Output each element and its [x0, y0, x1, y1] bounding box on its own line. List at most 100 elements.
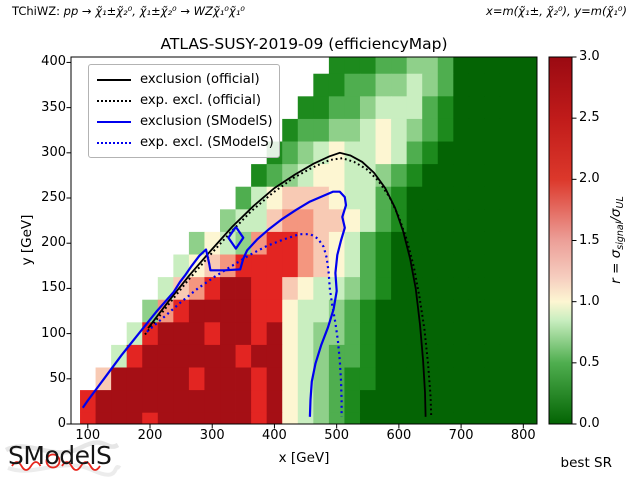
heatmap-cell	[391, 299, 408, 323]
heatmap-cell	[204, 231, 221, 255]
heatmap-cell	[391, 277, 408, 301]
heatmap-cell	[220, 299, 236, 323]
colorbar-label-sub1: signal	[615, 221, 626, 250]
heatmap-cell	[422, 118, 439, 142]
heatmap-cell	[437, 118, 454, 142]
heatmap-cell	[468, 412, 485, 424]
heatmap-cell	[484, 96, 501, 120]
heatmap-cell	[515, 141, 537, 165]
heatmap-cell	[251, 344, 268, 368]
heatmap-cell	[297, 412, 314, 424]
heatmap-cell	[499, 412, 516, 424]
smodels-logo-part2: o	[44, 441, 60, 470]
heatmap-cell	[406, 390, 423, 414]
heatmap-cell	[484, 344, 501, 368]
heatmap-cell	[437, 96, 454, 120]
heatmap-cell	[251, 164, 268, 188]
heatmap-cell	[359, 73, 376, 97]
heatmap-cell	[313, 73, 330, 97]
heatmap-cell	[484, 322, 501, 346]
y-tick-label: 250	[41, 190, 66, 205]
x-tick-label: 300	[199, 428, 225, 443]
heatmap-cell	[484, 412, 501, 424]
heatmap-cell	[297, 141, 314, 165]
heatmap-cell	[515, 367, 537, 391]
heatmap-cell	[453, 96, 470, 120]
x-tick-label: 600	[386, 428, 412, 443]
heatmap-cell	[188, 367, 205, 391]
heatmap-cell	[328, 344, 345, 368]
heatmap-cell	[344, 57, 361, 75]
heatmap-cell	[468, 118, 485, 142]
heatmap-cell	[499, 141, 516, 165]
heatmap-cell	[344, 164, 361, 188]
heatmap-cell	[422, 299, 439, 323]
heatmap-cell	[453, 344, 470, 368]
heatmap-cell	[437, 209, 454, 233]
x-tick-label: 100	[75, 428, 101, 443]
heatmap-cell	[484, 164, 501, 188]
process-label: TChiWZ: pp → χ̃₁±χ̃₂⁰, χ̃₁±χ̃₂⁰ → WZχ̃₁⁰…	[12, 4, 245, 18]
heatmap-cell	[453, 118, 470, 142]
heatmap-cell	[437, 57, 454, 75]
heatmap-cell	[468, 390, 485, 414]
heatmap-cell	[80, 412, 96, 424]
x-tick-label: 800	[510, 428, 536, 443]
heatmap-cell	[515, 390, 537, 414]
heatmap-cell	[344, 412, 361, 424]
heatmap-cell	[126, 344, 143, 368]
heatmap-cell	[484, 209, 501, 233]
heatmap-cell	[359, 141, 376, 165]
heatmap-cell	[406, 277, 423, 301]
heatmap-cell	[499, 57, 516, 75]
heatmap-cell	[406, 209, 423, 233]
heatmap-cell	[375, 231, 392, 255]
heatmap-cell	[266, 277, 283, 301]
heatmap-cell	[142, 390, 159, 414]
heatmap-cell	[344, 231, 361, 255]
colorbar-label-main2: /σ	[608, 208, 624, 222]
y-tick-label: 300	[41, 144, 66, 160]
heatmap-cell	[484, 141, 501, 165]
heatmap-cell	[344, 344, 361, 368]
heatmap-cell	[391, 164, 408, 188]
heatmap-cell	[375, 390, 392, 414]
heatmap-cell	[157, 367, 174, 391]
legend-line-sample	[97, 78, 131, 81]
heatmap-cell	[359, 57, 376, 75]
heatmap-cell	[468, 367, 485, 391]
heatmap-cell	[328, 73, 345, 97]
heatmap-cell	[344, 209, 361, 233]
legend-item: exp. excl. (official)	[95, 90, 273, 111]
heatmap-cell	[235, 254, 252, 278]
heatmap-cell	[515, 73, 537, 97]
heatmap-cell	[328, 186, 345, 210]
colorbar	[549, 57, 572, 424]
logo-red-circle	[45, 453, 61, 469]
x-tick-label: 700	[448, 428, 474, 443]
heatmap-cell	[375, 96, 392, 120]
heatmap-cell	[266, 299, 283, 323]
heatmap-cell	[437, 322, 454, 346]
heatmap-cell	[499, 231, 516, 255]
heatmap-cell	[422, 367, 439, 391]
heatmap-cell	[422, 412, 439, 424]
heatmap-cell	[235, 186, 252, 210]
heatmap-cell	[266, 322, 283, 346]
heatmap-cell	[282, 164, 299, 188]
heatmap-cell	[406, 96, 423, 120]
heatmap-cell	[344, 299, 361, 323]
heatmap-cell	[359, 412, 376, 424]
y-tick-label: 200	[41, 235, 66, 251]
heatmap-cell	[111, 367, 128, 391]
heatmap-cell	[406, 322, 423, 346]
heatmap-cell	[468, 277, 485, 301]
heatmap-cell	[391, 141, 408, 165]
heatmap-cell	[157, 412, 174, 424]
heatmap-cell	[204, 344, 221, 368]
x-tick-label: 200	[137, 428, 163, 443]
heatmap-cell	[422, 186, 439, 210]
heatmap-cell	[359, 118, 376, 142]
heatmap-cell	[499, 322, 516, 346]
